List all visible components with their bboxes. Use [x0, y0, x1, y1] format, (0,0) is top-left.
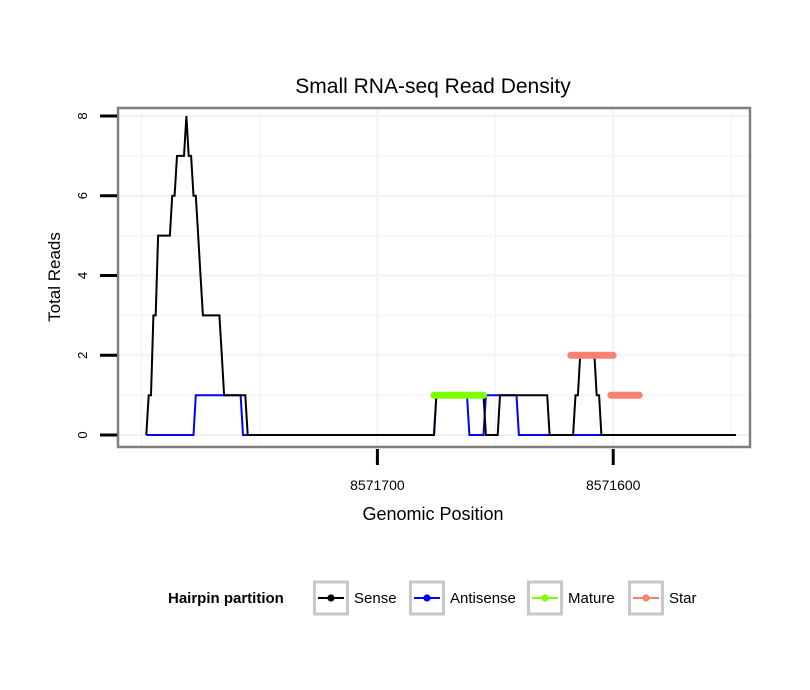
- series-line-sense: [145, 115, 736, 436]
- legend-key-dot: [423, 594, 431, 602]
- chart-title: Small RNA-seq Read Density: [295, 75, 571, 98]
- y-axis-label: Total Reads: [45, 232, 64, 322]
- legend-label: Star: [669, 590, 697, 607]
- legend-key-dot: [642, 594, 650, 602]
- legend-label: Antisense: [450, 590, 516, 607]
- legend-label: Mature: [568, 590, 615, 607]
- legend-title: Hairpin partition: [168, 590, 284, 607]
- legend: Hairpin partition Sense Antisense Mature St…: [168, 580, 697, 616]
- legend-item-mature: Mature: [527, 580, 615, 616]
- y-tick-label: 6: [75, 192, 90, 199]
- legend-item-antisense: Antisense: [409, 580, 516, 616]
- y-axis: 0 2 4 6 8: [75, 112, 117, 439]
- y-tick-label: 0: [75, 431, 90, 438]
- legend-item-star: Star: [628, 580, 697, 616]
- legend-key-dot: [541, 594, 549, 602]
- legend-item-sense: Sense: [313, 580, 397, 616]
- legend-items: Sense Antisense Mature Star: [313, 580, 697, 616]
- x-axis-label: Genomic Position: [362, 504, 503, 524]
- y-tick-label: 2: [75, 352, 90, 359]
- grid-lines: [118, 108, 750, 447]
- plot-panel-border: [116, 106, 752, 449]
- series-layer: [145, 115, 736, 436]
- y-tick-label: 4: [75, 272, 90, 279]
- legend-label: Sense: [354, 590, 397, 607]
- x-tick-label: 8571600: [586, 477, 641, 493]
- y-tick-label: 8: [75, 112, 90, 119]
- x-axis: 8571700 8571600: [350, 449, 641, 493]
- legend-key-dot: [327, 594, 335, 602]
- x-tick-label: 8571700: [350, 477, 405, 493]
